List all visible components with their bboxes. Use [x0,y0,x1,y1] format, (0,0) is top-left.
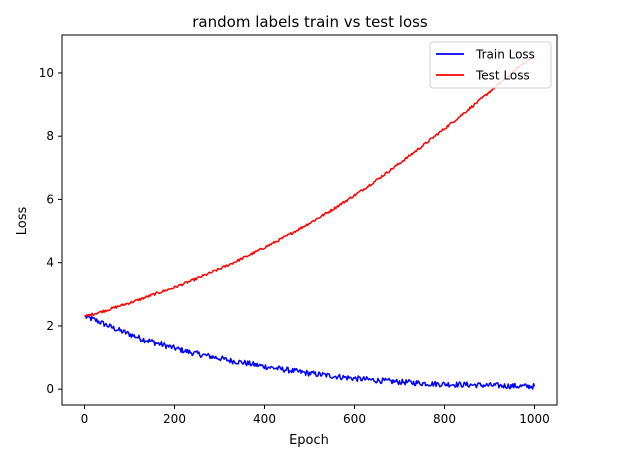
legend-label: Test Loss [475,69,530,83]
x-axis-label: Epoch [289,433,329,448]
x-tick-label: 1000 [519,412,550,426]
y-tick-label: 10 [39,66,54,80]
y-tick-label: 2 [46,319,54,333]
x-axis: 0 200 400 600 800 1000 [81,405,550,426]
y-axis: 0 2 4 6 8 10 [39,66,62,396]
x-tick-label: 200 [163,412,186,426]
y-axis-label: Loss [15,207,30,236]
y-tick-label: 8 [46,129,54,143]
legend: Train Loss Test Loss [429,41,552,89]
x-tick-label: 800 [433,412,456,426]
legend-label: Train Loss [475,48,535,62]
axes-frame [61,34,558,406]
y-tick-label: 4 [46,256,54,270]
y-tick-label: 6 [46,192,54,206]
x-tick-label: 400 [253,412,276,426]
series-line-test-loss [84,54,535,318]
plot-area [84,54,536,390]
x-tick-label: 600 [343,412,366,426]
x-tick-label: 0 [81,412,89,426]
chart-title: random labels train vs test loss [192,13,428,31]
y-tick-label: 0 [46,382,54,396]
series-line-train-loss [84,314,536,390]
